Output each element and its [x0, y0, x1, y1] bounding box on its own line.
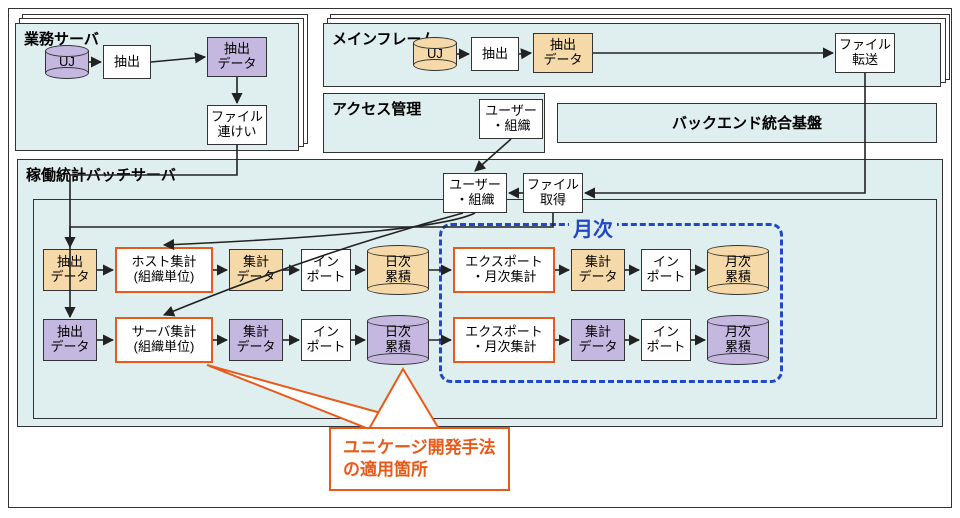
node-label-aggdata_o: 集計データ — [236, 255, 275, 285]
node-aggdata_p: 集計データ — [229, 319, 283, 361]
node-extract1: 抽出 — [103, 45, 151, 79]
node-label-extract2: 抽出 — [482, 47, 508, 62]
panel-label-backend: バックエンド統合基盤 — [558, 104, 936, 133]
node-filetrans: ファイル転送 — [835, 33, 895, 73]
node-userorg_b: ユーザー・組織 — [443, 173, 507, 213]
node-label-import_p: インポート — [306, 325, 345, 355]
node-label-exdata1: 抽出データ — [217, 42, 256, 72]
node-exdata1: 抽出データ — [207, 37, 267, 77]
node-userorg_a: ユーザー・組織 — [479, 99, 543, 139]
node-import_o2: インポート — [641, 249, 691, 291]
node-label-serveragg: サーバ集計(組織単位) — [132, 325, 197, 355]
node-label-exdata_p: 抽出データ — [50, 325, 89, 355]
node-label-userorg_b: ユーザー・組織 — [449, 178, 501, 208]
node-label-userorg_a: ユーザー・組織 — [485, 104, 537, 134]
node-label-filetrans: ファイル転送 — [839, 38, 891, 68]
node-label-daily_p: 日次累積 — [385, 325, 411, 355]
node-serveragg: サーバ集計(組織単位) — [115, 317, 213, 363]
node-label-extract1: 抽出 — [114, 55, 140, 70]
node-daily_p: 日次累積 — [367, 315, 429, 365]
node-label-import_o: インポート — [306, 255, 345, 285]
callout-line2: の適用箇所 — [343, 459, 496, 481]
node-label-aggdata_p: 集計データ — [236, 325, 275, 355]
node-import_p2: インポート — [641, 319, 691, 361]
node-label-import_p2: インポート — [646, 325, 685, 355]
panel-backend: バックエンド統合基盤 — [557, 103, 937, 143]
node-exdata_p: 抽出データ — [43, 319, 97, 361]
monthly-label: 月次 — [569, 213, 617, 242]
panel-label-batch: 稼働統計バッチサーバ — [26, 164, 176, 185]
node-label-expmon_p: エクスポート・月次集計 — [465, 325, 543, 355]
node-label-exdata_o: 抽出データ — [50, 255, 89, 285]
node-label-aggdata_o2: 集計データ — [578, 255, 617, 285]
node-label-filelink: ファイル連けい — [211, 110, 263, 140]
node-label-hostagg: ホスト集計(組織単位) — [131, 255, 196, 285]
diagram-root: 業務サーバメインフレームアクセス管理バックエンド統合基盤稼働統計バッチサーバ月次… — [8, 8, 952, 508]
node-label-import_o2: インポート — [646, 255, 685, 285]
node-monthly_p: 月次累積 — [707, 315, 769, 365]
node-expmon_p: エクスポート・月次集計 — [453, 317, 555, 363]
node-import_o: インポート — [301, 249, 351, 291]
node-label-monthly_p: 月次累積 — [725, 325, 751, 355]
node-label-monthly_o: 月次累積 — [725, 255, 751, 285]
node-aggdata_o: 集計データ — [229, 249, 283, 291]
panel-label-access: アクセス管理 — [332, 98, 421, 119]
node-label-uj1: UJ — [59, 55, 75, 70]
node-filelink: ファイル連けい — [207, 105, 267, 145]
node-label-fileget: ファイル取得 — [527, 178, 579, 208]
node-monthly_o: 月次累積 — [707, 245, 769, 295]
node-label-daily_o: 日次累積 — [385, 255, 411, 285]
node-expmon_o: エクスポート・月次集計 — [453, 247, 555, 293]
node-exdata_o: 抽出データ — [43, 249, 97, 291]
node-uj1: UJ — [45, 45, 89, 79]
node-hostagg: ホスト集計(組織単位) — [115, 247, 213, 293]
node-exdata2: 抽出データ — [533, 33, 593, 73]
node-aggdata_p2: 集計データ — [571, 319, 625, 361]
node-uj2: UJ — [413, 37, 457, 71]
callout-line1: ユニケージ開発手法 — [343, 437, 496, 459]
node-aggdata_o2: 集計データ — [571, 249, 625, 291]
node-label-uj2: UJ — [427, 47, 443, 62]
callout: ユニケージ開発手法の適用箇所 — [329, 427, 510, 491]
node-label-exdata2: 抽出データ — [543, 38, 582, 68]
node-daily_o: 日次累積 — [367, 245, 429, 295]
node-import_p: インポート — [301, 319, 351, 361]
node-extract2: 抽出 — [471, 37, 519, 71]
node-label-aggdata_p2: 集計データ — [578, 325, 617, 355]
node-label-expmon_o: エクスポート・月次集計 — [465, 255, 543, 285]
node-fileget: ファイル取得 — [523, 173, 583, 213]
